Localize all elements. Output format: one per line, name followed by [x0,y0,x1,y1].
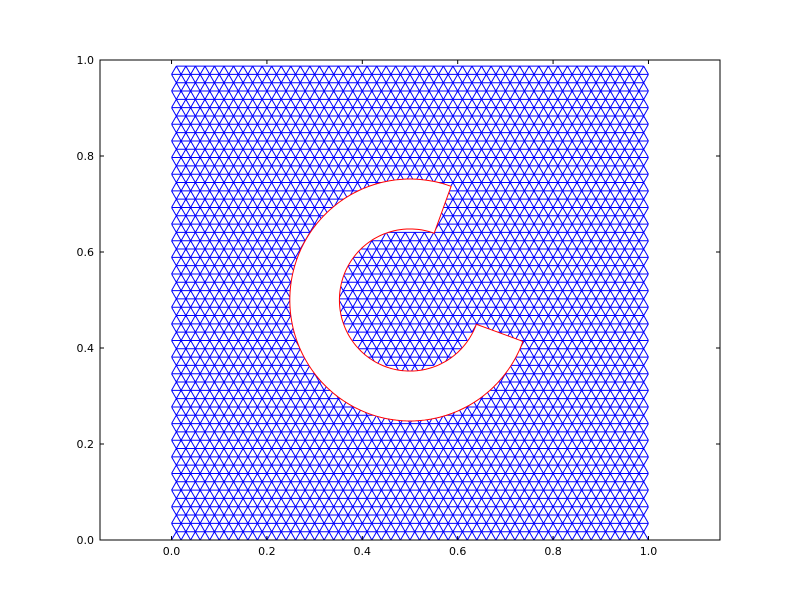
boundary-layer [289,178,524,422]
x-tick-label: 0.2 [258,545,276,558]
x-tick-label: 0.6 [449,545,467,558]
y-tick-label: 0.2 [77,438,95,451]
x-tick-label: 0.4 [354,545,372,558]
x-tick-label: 0.8 [544,545,562,558]
y-tick-label: 0.4 [77,342,95,355]
x-tick-label: 1.0 [640,545,658,558]
mesh-edges [171,65,649,540]
axes-background [100,60,720,540]
hole-boundary [289,178,524,422]
y-tick-label: 0.0 [77,534,95,547]
mesh-layer [171,65,649,540]
axes-frame [99,59,721,541]
y-tick-label: 0.8 [77,150,95,163]
y-tick-label: 0.6 [77,246,95,259]
ticks-layer: 0.0 0.2 0.4 0.6 0.8 1.0 0.0 0.2 0.4 0.6 0.8 1.0 [77,54,720,558]
y-tick-label: 1.0 [77,54,95,67]
x-tick-label: 0.0 [163,545,181,558]
